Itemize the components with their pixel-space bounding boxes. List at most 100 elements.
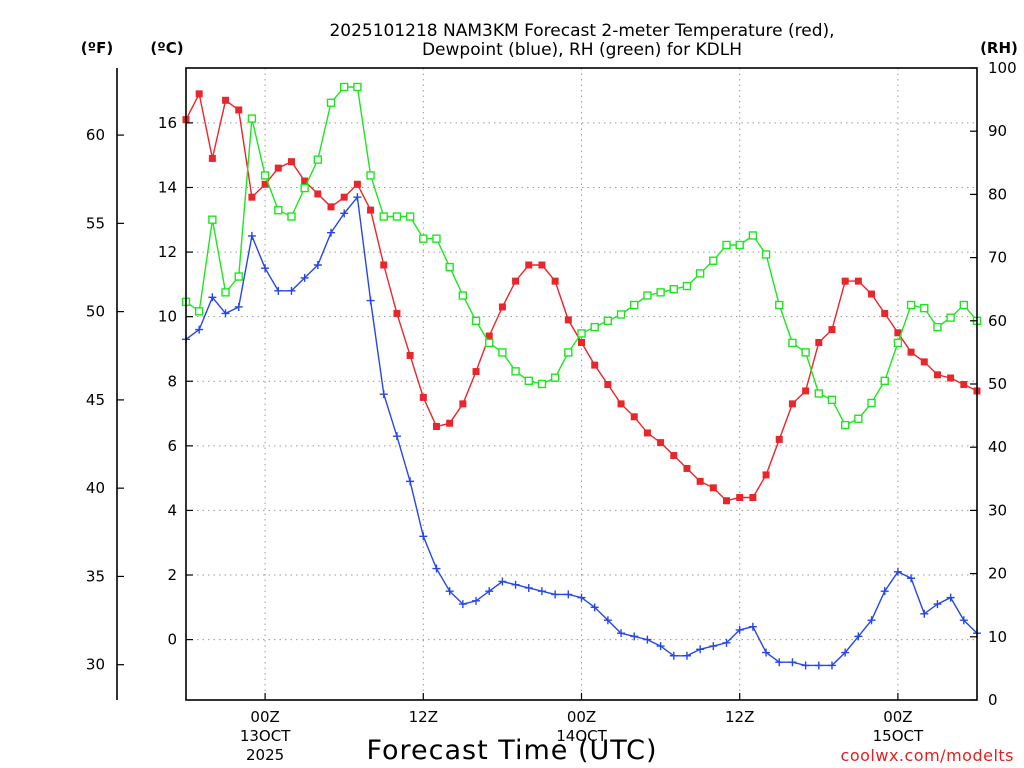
fahrenheit-tick-label: 45: [86, 391, 105, 409]
rh-point: [353, 82, 362, 92]
rh-point: [920, 303, 929, 313]
temperature-point: [854, 277, 862, 285]
dewpoint-point: [735, 625, 744, 634]
dewpoint-point: [458, 600, 467, 609]
rh-tick-label: 20: [988, 565, 1007, 583]
rh-tick-label: 40: [988, 438, 1007, 456]
temperature-point: [340, 193, 348, 201]
rh-point: [682, 281, 692, 291]
rh-point: [630, 300, 639, 310]
rh-point: [867, 398, 876, 408]
dewpoint-point: [801, 661, 810, 670]
temperature-point: [195, 90, 203, 98]
dewpoint-point: [827, 661, 836, 670]
dewpoint-point: [406, 477, 415, 486]
dewpoint-point: [340, 209, 349, 218]
temperature-point: [525, 261, 533, 269]
celsius-tick-label: 10: [158, 308, 177, 326]
temperature-point: [920, 358, 928, 366]
fahrenheit-axis-label: (ºF): [81, 39, 113, 57]
rh-point: [880, 376, 889, 386]
dewpoint-point: [880, 587, 889, 596]
temperature-point: [327, 203, 335, 211]
temperature-point: [868, 290, 876, 298]
dewpoint-point: [472, 596, 481, 605]
temperature-point: [498, 303, 506, 311]
dewpoint-point: [445, 587, 454, 596]
rh-point: [550, 373, 560, 382]
temperature-point: [657, 439, 665, 447]
x-tick-date: 13OCT: [240, 727, 291, 745]
fahrenheit-tick-label: 55: [86, 214, 105, 232]
rh-point: [814, 389, 823, 398]
rh-point: [590, 322, 599, 332]
rh-point: [458, 291, 468, 300]
temperature-point: [367, 206, 375, 214]
dewpoint-point: [432, 564, 441, 573]
celsius-tick-label: 8: [167, 372, 177, 390]
temperature-point: [894, 329, 902, 337]
dewpoint-point: [669, 651, 678, 660]
x-tick-date: 14OCT: [556, 727, 607, 745]
rh-tick-label: 50: [988, 375, 1007, 393]
rh-point: [906, 300, 916, 310]
dewpoint-point: [221, 309, 230, 318]
dewpoint-point: [234, 302, 243, 311]
source-credit: coolwx.com/modelts: [841, 746, 1014, 765]
rh-point: [471, 316, 481, 325]
rh-point: [893, 338, 903, 348]
rh-point: [854, 414, 863, 423]
rh-point: [840, 420, 850, 430]
dewpoint-point: [300, 273, 309, 282]
dewpoint-point: [656, 642, 665, 651]
dewpoint-point: [287, 286, 296, 295]
temperature-point: [709, 484, 717, 492]
temperature-point: [749, 494, 757, 502]
dewpoint-point: [775, 658, 784, 667]
celsius-tick-label: 12: [158, 243, 177, 261]
celsius-tick-label: 0: [167, 631, 177, 649]
temperature-point: [947, 374, 955, 382]
rh-point: [669, 285, 678, 294]
fahrenheit-tick-label: 30: [86, 656, 105, 674]
dewpoint-point: [327, 228, 336, 237]
temperature-point: [670, 452, 678, 460]
temperature-point: [208, 154, 216, 162]
temperature-point: [314, 190, 322, 198]
temperature-point: [353, 180, 361, 188]
rh-point: [234, 272, 243, 281]
dewpoint-point: [419, 532, 428, 541]
rh-point: [326, 98, 336, 107]
temperature-point: [736, 494, 744, 502]
dewpoint-point: [748, 622, 757, 631]
temperature-point: [459, 400, 467, 408]
x-tick-label: 12Z: [725, 708, 754, 726]
rh-point: [194, 307, 204, 316]
axes: [116, 67, 978, 701]
dewpoint-point: [524, 583, 533, 592]
fahrenheit-tick-label: 60: [86, 126, 105, 144]
rh-point: [313, 155, 323, 164]
temperature-point: [512, 277, 520, 285]
temperature-point: [828, 326, 836, 334]
rh-point: [274, 205, 283, 215]
temperature-point: [841, 277, 849, 285]
rh-point: [379, 212, 388, 221]
rh-point: [709, 256, 718, 265]
temperature-point: [287, 158, 295, 166]
dewpoint-point: [867, 616, 876, 625]
temperature-point: [696, 477, 704, 485]
series-dewpoint: [182, 193, 981, 670]
celsius-tick-label: 4: [167, 501, 177, 519]
rh-point: [616, 310, 626, 319]
temperature-point: [274, 164, 282, 172]
rh-point: [761, 250, 771, 259]
dewpoint-point: [577, 593, 586, 602]
rh-point: [511, 367, 520, 376]
fahrenheit-tick-label: 40: [86, 479, 105, 497]
rh-point: [537, 379, 547, 389]
dewpoint-point: [564, 590, 573, 599]
temperature-point: [472, 368, 480, 376]
rh-tick-label: 90: [988, 122, 1007, 140]
